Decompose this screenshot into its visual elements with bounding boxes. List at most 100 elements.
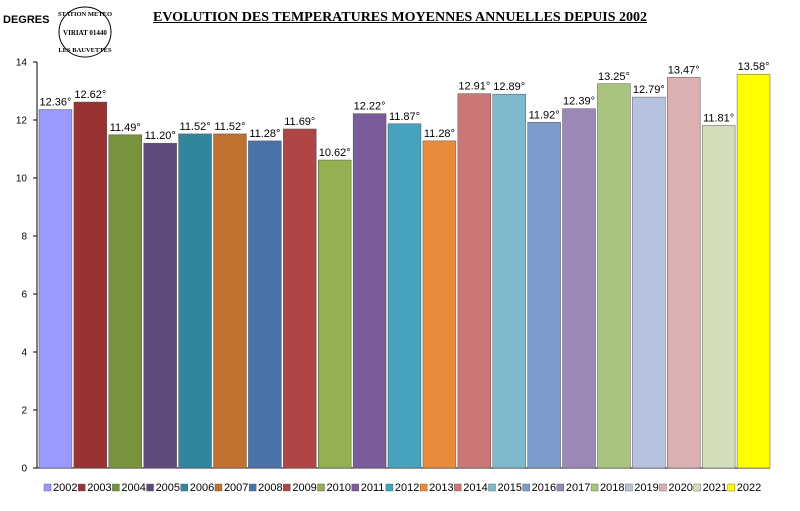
legend-label-2021: 2021: [703, 482, 727, 494]
legend-label-2019: 2019: [634, 482, 658, 494]
legend-swatch-2011: [351, 483, 359, 492]
y-tick-label: 14: [16, 58, 28, 69]
y-tick-label: 0: [21, 464, 27, 475]
bar-2004: [108, 134, 142, 469]
data-label-2022: 13.58°: [738, 61, 770, 73]
data-label-2012: 11.87°: [389, 111, 420, 123]
bar-2003: [73, 101, 108, 469]
legend-swatch-2009: [283, 483, 291, 492]
legend-label-2013: 2013: [429, 482, 453, 494]
data-label-2010: 10.62°: [319, 147, 351, 159]
legend-label-2022: 2022: [737, 482, 761, 494]
legend: 2002 2003 2004 2005 2006 2007 2008 2009 2010 2011…: [43, 482, 761, 494]
data-label-2020: 13.47°: [668, 64, 700, 76]
station-stamp-logo: STATION METEO VIRIAT 01440 LES BAUVETTES: [58, 6, 112, 58]
bar-2020: [667, 77, 701, 469]
legend-label-2015: 2015: [497, 482, 521, 494]
legend-swatch-2021: [693, 483, 701, 492]
data-label-2008: 11.28°: [249, 128, 280, 140]
legend-label-2002: 2002: [53, 482, 77, 494]
y-tick-label: 6: [21, 290, 27, 301]
chart-title: EVOLUTION DES TEMPERATURES MOYENNES ANNU…: [153, 10, 647, 25]
data-label-2007: 11.52°: [214, 121, 245, 133]
bar-2007: [213, 133, 247, 469]
bar-2022: [736, 73, 771, 469]
data-labels: 12.36°12.62° 11.49° 11.20° 11.52° 11.52° 11.2…: [39, 61, 769, 159]
legend-swatch-2006: [180, 483, 188, 492]
legend-label-2009: 2009: [292, 482, 316, 494]
bar-2012: [387, 123, 422, 469]
y-tick-label: 12: [16, 116, 28, 127]
legend-label-2016: 2016: [532, 482, 556, 494]
bar-2019: [632, 96, 666, 469]
legend-swatch-2012: [385, 483, 394, 492]
y-tick-label: 4: [21, 348, 27, 359]
legend-swatch-2022: [727, 483, 736, 492]
legend-swatch-2004: [112, 483, 120, 492]
bar-2014: [457, 93, 492, 469]
bar-2013: [422, 140, 457, 469]
bar-2017: [562, 108, 596, 469]
legend-swatch-2019: [625, 483, 633, 492]
bar-2015: [492, 93, 526, 469]
bar-2010: [317, 159, 352, 469]
data-label-2015: 12.89°: [493, 81, 525, 93]
data-label-2013: 11.28°: [424, 128, 455, 140]
svg-text:LES BAUVETTES: LES BAUVETTES: [58, 47, 112, 54]
legend-swatch-2013: [419, 483, 428, 492]
data-label-2011: 12.22°: [354, 101, 386, 113]
svg-text:STATION METEO: STATION METEO: [58, 11, 112, 18]
bars: [38, 73, 771, 469]
bar-2002: [38, 109, 73, 469]
legend-swatch-2003: [77, 483, 86, 492]
bar-2021: [701, 125, 736, 469]
y-tick-label: 2: [21, 406, 27, 417]
bar-2009: [283, 128, 317, 469]
bar-2018: [597, 83, 631, 469]
data-label-2019: 12.79°: [633, 84, 665, 96]
data-label-2005: 11.20°: [145, 130, 176, 142]
legend-label-2006: 2006: [190, 482, 214, 494]
legend-label-2010: 2010: [327, 482, 351, 494]
legend-label-2012: 2012: [395, 482, 419, 494]
legend-swatch-2010: [317, 483, 325, 492]
data-label-2016: 11.92°: [529, 109, 560, 121]
legend-swatch-2014: [454, 483, 462, 492]
bar-2011: [352, 113, 387, 469]
legend-swatch-2005: [146, 483, 154, 492]
y-tick-label: 10: [16, 174, 28, 185]
legend-swatch-2002: [43, 483, 52, 492]
bar-2005: [143, 142, 177, 469]
legend-label-2020: 2020: [668, 482, 692, 494]
legend-swatch-2008: [248, 483, 257, 492]
legend-label-2018: 2018: [600, 482, 624, 494]
bar-2008: [248, 140, 282, 469]
legend-label-2007: 2007: [224, 482, 248, 494]
data-label-2009: 11.69°: [284, 116, 315, 128]
y-tick-label: 8: [21, 232, 27, 243]
legend-swatch-2015: [488, 483, 496, 492]
legend-label-2014: 2014: [463, 482, 487, 494]
legend-swatch-2018: [590, 483, 599, 492]
y-axis-label: DEGRES: [3, 14, 50, 26]
data-label-2002: 12.36°: [39, 97, 71, 109]
data-label-2006: 11.52°: [180, 121, 211, 133]
legend-label-2003: 2003: [87, 482, 111, 494]
data-label-2004: 11.49°: [110, 122, 141, 134]
bar-2006: [178, 133, 212, 469]
legend-label-2011: 2011: [361, 482, 385, 494]
legend-swatch-2017: [556, 483, 565, 492]
bar-2016: [527, 122, 561, 469]
legend-label-2008: 2008: [258, 482, 282, 494]
legend-swatch-2016: [522, 483, 530, 492]
data-label-2014: 12.91°: [458, 81, 490, 93]
data-label-2003: 12.62°: [74, 89, 106, 101]
data-label-2017: 12.39°: [563, 96, 595, 108]
legend-label-2017: 2017: [566, 482, 590, 494]
data-label-2018: 13.25°: [598, 71, 630, 83]
data-label-2021: 11.81°: [703, 113, 734, 125]
legend-label-2005: 2005: [156, 482, 180, 494]
legend-label-2004: 2004: [121, 482, 145, 494]
legend-swatch-2007: [214, 483, 223, 492]
